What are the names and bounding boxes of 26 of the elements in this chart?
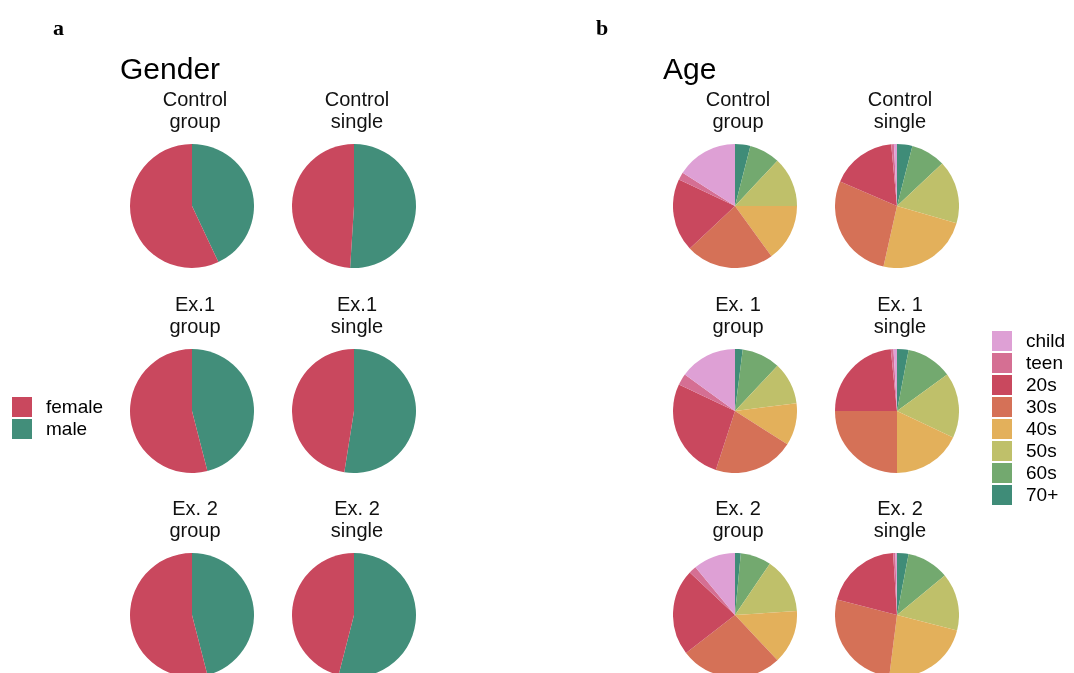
chart-title: Ex.1 group [168,293,222,339]
chart-title: Control group [704,88,772,134]
legend-label: 60s [1025,462,1058,484]
legend-label: child [1025,330,1066,352]
legend-label: male [45,418,89,440]
legend-label: teen [1025,352,1064,374]
legend-label: 50s [1025,440,1058,462]
chart-title: Control group [161,88,229,134]
legend-label: 70+ [1025,484,1060,506]
text: b [596,15,609,41]
text: a [53,15,64,41]
chart-title: Control single [866,88,934,134]
chart-title: Ex. 2 group [168,497,222,543]
chart-title: Control single [323,88,391,134]
chart-title: Ex. 2 single [329,497,385,543]
text: Age [663,52,717,86]
legend-label: female [45,396,104,418]
legend-label: 30s [1025,396,1058,418]
chart-title: Ex. 2 single [872,497,928,543]
chart-title: Ex.1 single [329,293,385,339]
legend-label: 40s [1025,418,1058,440]
chart-title: Ex. 1 group [711,293,765,339]
chart-title: Ex. 2 group [711,497,765,543]
text: Gender [120,52,221,86]
legend-label: 20s [1025,374,1058,396]
chart-title: Ex. 1 single [872,293,928,339]
